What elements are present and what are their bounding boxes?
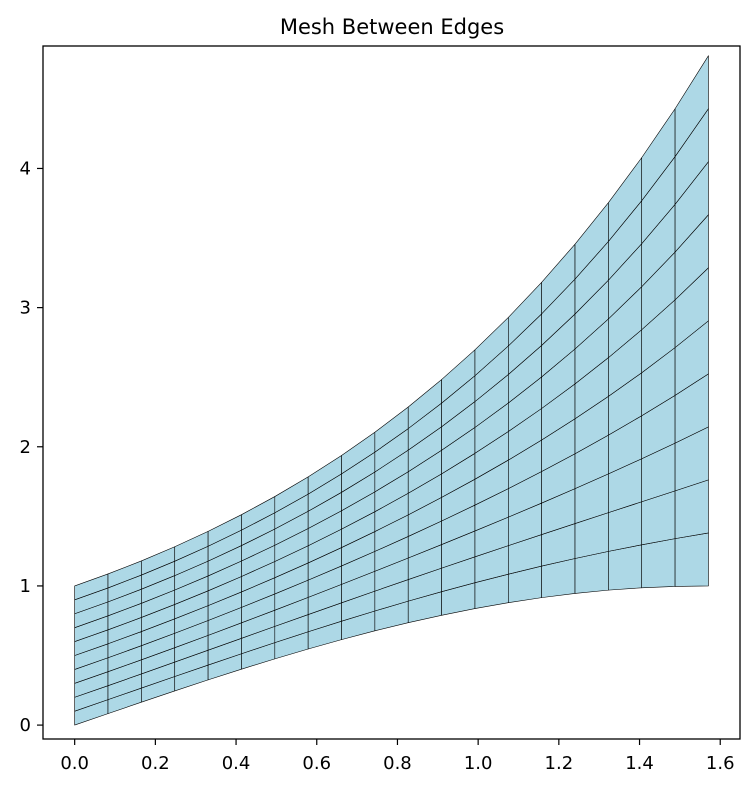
x-tick-label: 1.0 (464, 753, 493, 774)
mesh-cell (674, 55, 709, 157)
x-tick-label: 0.4 (222, 753, 251, 774)
y-tick-label: 4 (20, 158, 31, 179)
chart-title: Mesh Between Edges (280, 15, 504, 39)
mesh-cell (641, 538, 676, 589)
y-tick-label: 3 (20, 298, 31, 319)
x-tick-label: 0.2 (141, 753, 170, 774)
mesh-layer (74, 55, 709, 726)
y-tick-label: 0 (20, 715, 31, 736)
y-axis: 0 1 2 3 4 (20, 158, 43, 736)
mesh-cell (608, 544, 643, 591)
x-tick-label: 1.6 (706, 753, 735, 774)
plot-frame (42, 45, 741, 740)
y-tick-label: 2 (20, 437, 31, 458)
x-tick-label: 1.2 (545, 753, 574, 774)
x-tick-label: 0.0 (60, 753, 89, 774)
y-tick-label: 1 (20, 576, 31, 597)
x-tick-label: 0.6 (302, 753, 331, 774)
x-tick-label: 0.8 (383, 753, 412, 774)
x-axis: 0.0 0.2 0.4 0.6 0.8 1.0 1.2 1.4 1.6 (60, 739, 735, 774)
mesh-cell (674, 532, 709, 587)
x-tick-label: 1.4 (625, 753, 654, 774)
